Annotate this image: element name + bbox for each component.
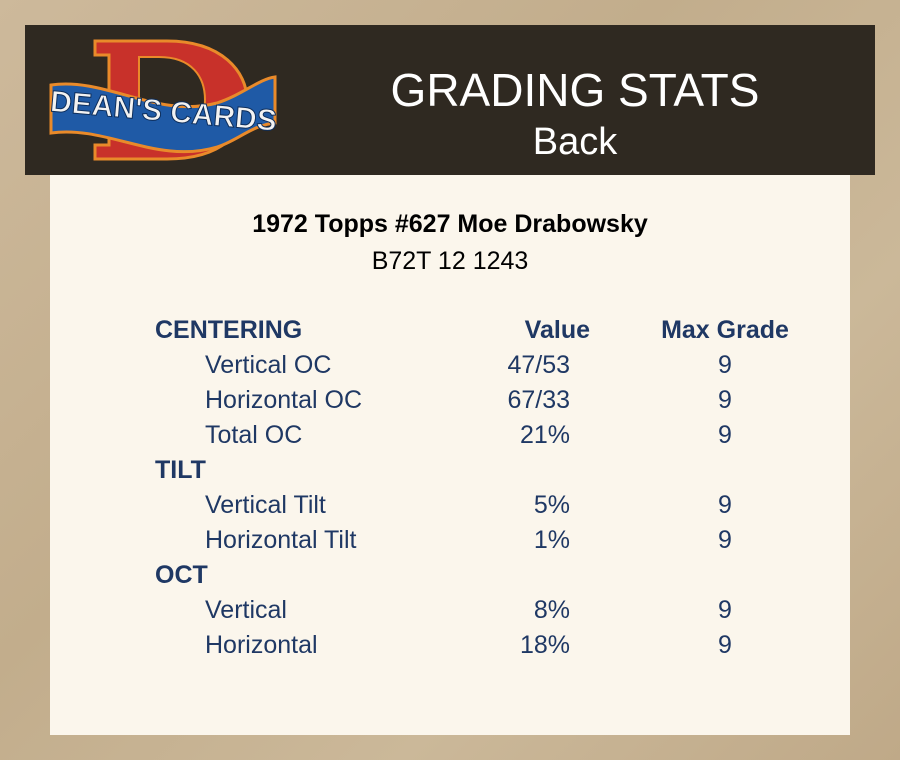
- section-label: TILT: [155, 456, 206, 484]
- header-banner: DEAN'S CARDS GRADING STATS Back: [25, 25, 875, 175]
- table-row: Vertical Tilt 5% 9: [50, 488, 850, 523]
- card-name: 1972 Topps #627 Moe Drabowsky: [252, 210, 648, 238]
- row-value: 18%: [519, 631, 570, 659]
- table-row: Vertical 8% 9: [50, 593, 850, 628]
- row-value: 67/33: [507, 386, 570, 414]
- grading-stats-card: 1972 Topps #627 Moe Drabowsky B72T 12 12…: [50, 175, 850, 735]
- section-label: CENTERING: [155, 316, 303, 344]
- table-row: Total OC 21% 9: [50, 418, 850, 453]
- row-max-grade: 9: [718, 596, 732, 624]
- row-max-grade: 9: [718, 386, 732, 414]
- row-value: 47/53: [507, 351, 570, 379]
- table-row: Vertical OC 47/53 9: [50, 348, 850, 383]
- card-id: B72T 12 1243: [371, 247, 529, 275]
- row-value: 21%: [519, 421, 570, 449]
- row-value: 5%: [533, 491, 570, 519]
- section-header-centering: CENTERING Value Max Grade: [50, 313, 850, 348]
- section-header-oct: OCT: [50, 558, 850, 593]
- row-value: 1%: [533, 526, 570, 554]
- row-value: 8%: [533, 596, 570, 624]
- table-row: Horizontal Tilt 1% 9: [50, 523, 850, 558]
- row-max-grade: 9: [718, 631, 732, 659]
- row-label: Vertical: [205, 596, 287, 624]
- row-max-grade: 9: [718, 491, 732, 519]
- row-max-grade: 9: [718, 351, 732, 379]
- page-title: GRADING STATS: [390, 64, 760, 116]
- table-row: Horizontal OC 67/33 9: [50, 383, 850, 418]
- row-label: Horizontal: [205, 631, 318, 659]
- row-max-grade: 9: [718, 421, 732, 449]
- section-label: OCT: [155, 561, 208, 589]
- column-header-max-grade: Max Grade: [661, 316, 789, 344]
- row-label: Vertical OC: [205, 351, 332, 379]
- column-header-value: Value: [524, 316, 590, 344]
- page-subtitle: Back: [532, 121, 618, 163]
- row-label: Total OC: [205, 421, 303, 449]
- table-row: Horizontal 18% 9: [50, 628, 850, 663]
- row-label: Vertical Tilt: [205, 491, 326, 519]
- row-label: Horizontal OC: [205, 386, 362, 414]
- row-max-grade: 9: [718, 526, 732, 554]
- deans-cards-logo: DEAN'S CARDS: [48, 39, 279, 161]
- row-label: Horizontal Tilt: [205, 526, 357, 554]
- section-header-tilt: TILT: [50, 453, 850, 488]
